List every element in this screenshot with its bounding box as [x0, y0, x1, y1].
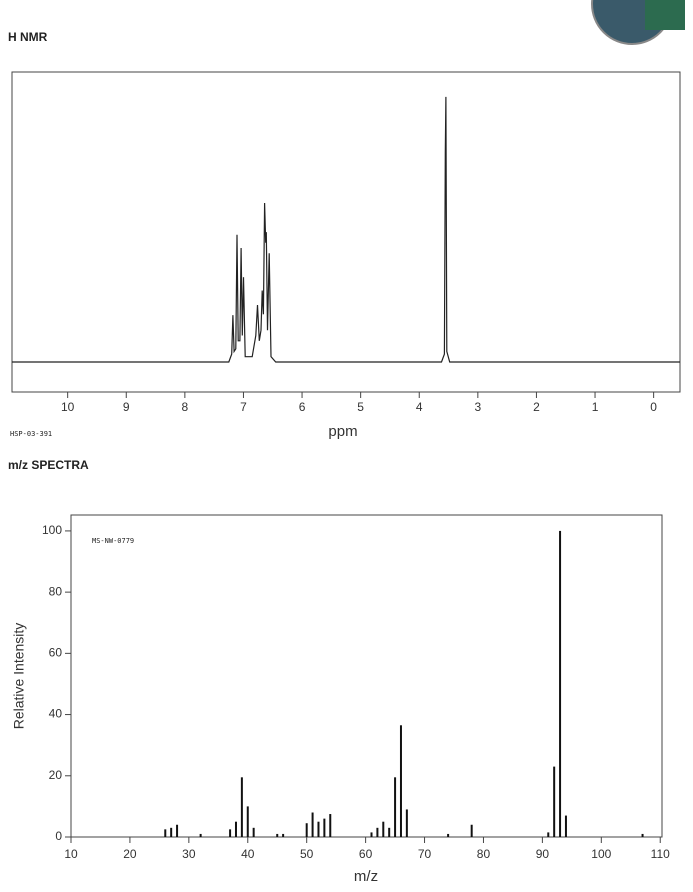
peak-bar	[382, 821, 385, 837]
plot-frame	[70, 514, 663, 838]
x-tick-label: 1	[592, 400, 599, 414]
x-tick-label: 7	[240, 400, 247, 414]
x-tick-label: 40	[241, 847, 255, 861]
peak-bar	[329, 814, 332, 837]
peak-bar	[176, 824, 179, 837]
x-tick-label: 50	[300, 847, 314, 861]
x-tick-label: 70	[418, 847, 432, 861]
annotation: MS-NW-0779	[92, 537, 134, 545]
peak-bar	[311, 812, 314, 837]
peak-bar	[547, 832, 550, 837]
peak-bar	[564, 815, 567, 837]
y-tick-label: 20	[49, 768, 63, 782]
peak-bar	[282, 833, 285, 837]
x-tick-label: 9	[123, 400, 130, 414]
chart-title: H NMR	[8, 30, 48, 44]
x-tick-label: 20	[123, 847, 137, 861]
peak-bar	[394, 777, 397, 837]
peak-bar	[317, 821, 320, 837]
x-axis-label: ppm	[328, 423, 357, 440]
y-tick-label: 0	[55, 829, 62, 843]
x-tick-label: 3	[474, 400, 481, 414]
y-axis-label: Relative Intensity	[11, 623, 27, 730]
peak-bar	[246, 806, 249, 837]
badge-image	[645, 0, 685, 30]
peak-bar	[376, 827, 379, 837]
corner-badge	[591, 0, 685, 45]
peak-bar	[229, 829, 232, 837]
peak-bar	[305, 823, 308, 837]
peak-bar	[405, 809, 408, 837]
peak-bar	[252, 827, 255, 837]
y-tick-label: 60	[49, 646, 63, 660]
x-tick-label: 60	[359, 847, 373, 861]
peak-bar	[170, 827, 173, 837]
x-tick-label: 2	[533, 400, 540, 414]
peak-bar	[164, 829, 167, 837]
peak-bar	[447, 833, 450, 837]
peak-bar	[470, 824, 473, 837]
x-tick-label: 4	[416, 400, 423, 414]
x-tick-label: 90	[536, 847, 550, 861]
x-tick-label: 110	[651, 847, 670, 861]
x-tick-label: 30	[182, 847, 196, 861]
peak-bar	[559, 530, 562, 837]
x-tick-label: 0	[650, 400, 657, 414]
x-tick-label: 8	[182, 400, 189, 414]
peak-bar	[641, 833, 644, 837]
y-tick-label: 100	[42, 523, 62, 537]
peak-bar	[388, 827, 391, 837]
x-tick-label: 10	[64, 847, 78, 861]
spectrum-line	[12, 96, 680, 363]
chart-title: m/z SPECTRA	[8, 458, 89, 472]
y-tick-label: 80	[49, 584, 63, 598]
peak-bar	[276, 833, 279, 837]
y-tick-label: 40	[49, 707, 63, 721]
x-tick-label: 10	[61, 400, 75, 414]
peak-bar	[370, 832, 373, 837]
peak-bar	[240, 777, 243, 837]
x-tick-label: 100	[591, 847, 611, 861]
x-axis-label: m/z	[354, 868, 378, 885]
peak-bar	[323, 818, 326, 837]
peak-bar	[399, 725, 402, 837]
x-tick-label: 6	[299, 400, 306, 414]
peak-bar	[234, 821, 237, 837]
x-tick-label: 5	[357, 400, 364, 414]
peak-bar	[199, 833, 202, 837]
x-tick-label: 80	[477, 847, 491, 861]
plot-frame	[11, 71, 681, 393]
peak-bar	[553, 766, 556, 837]
annotation: HSP-03-391	[10, 430, 52, 438]
